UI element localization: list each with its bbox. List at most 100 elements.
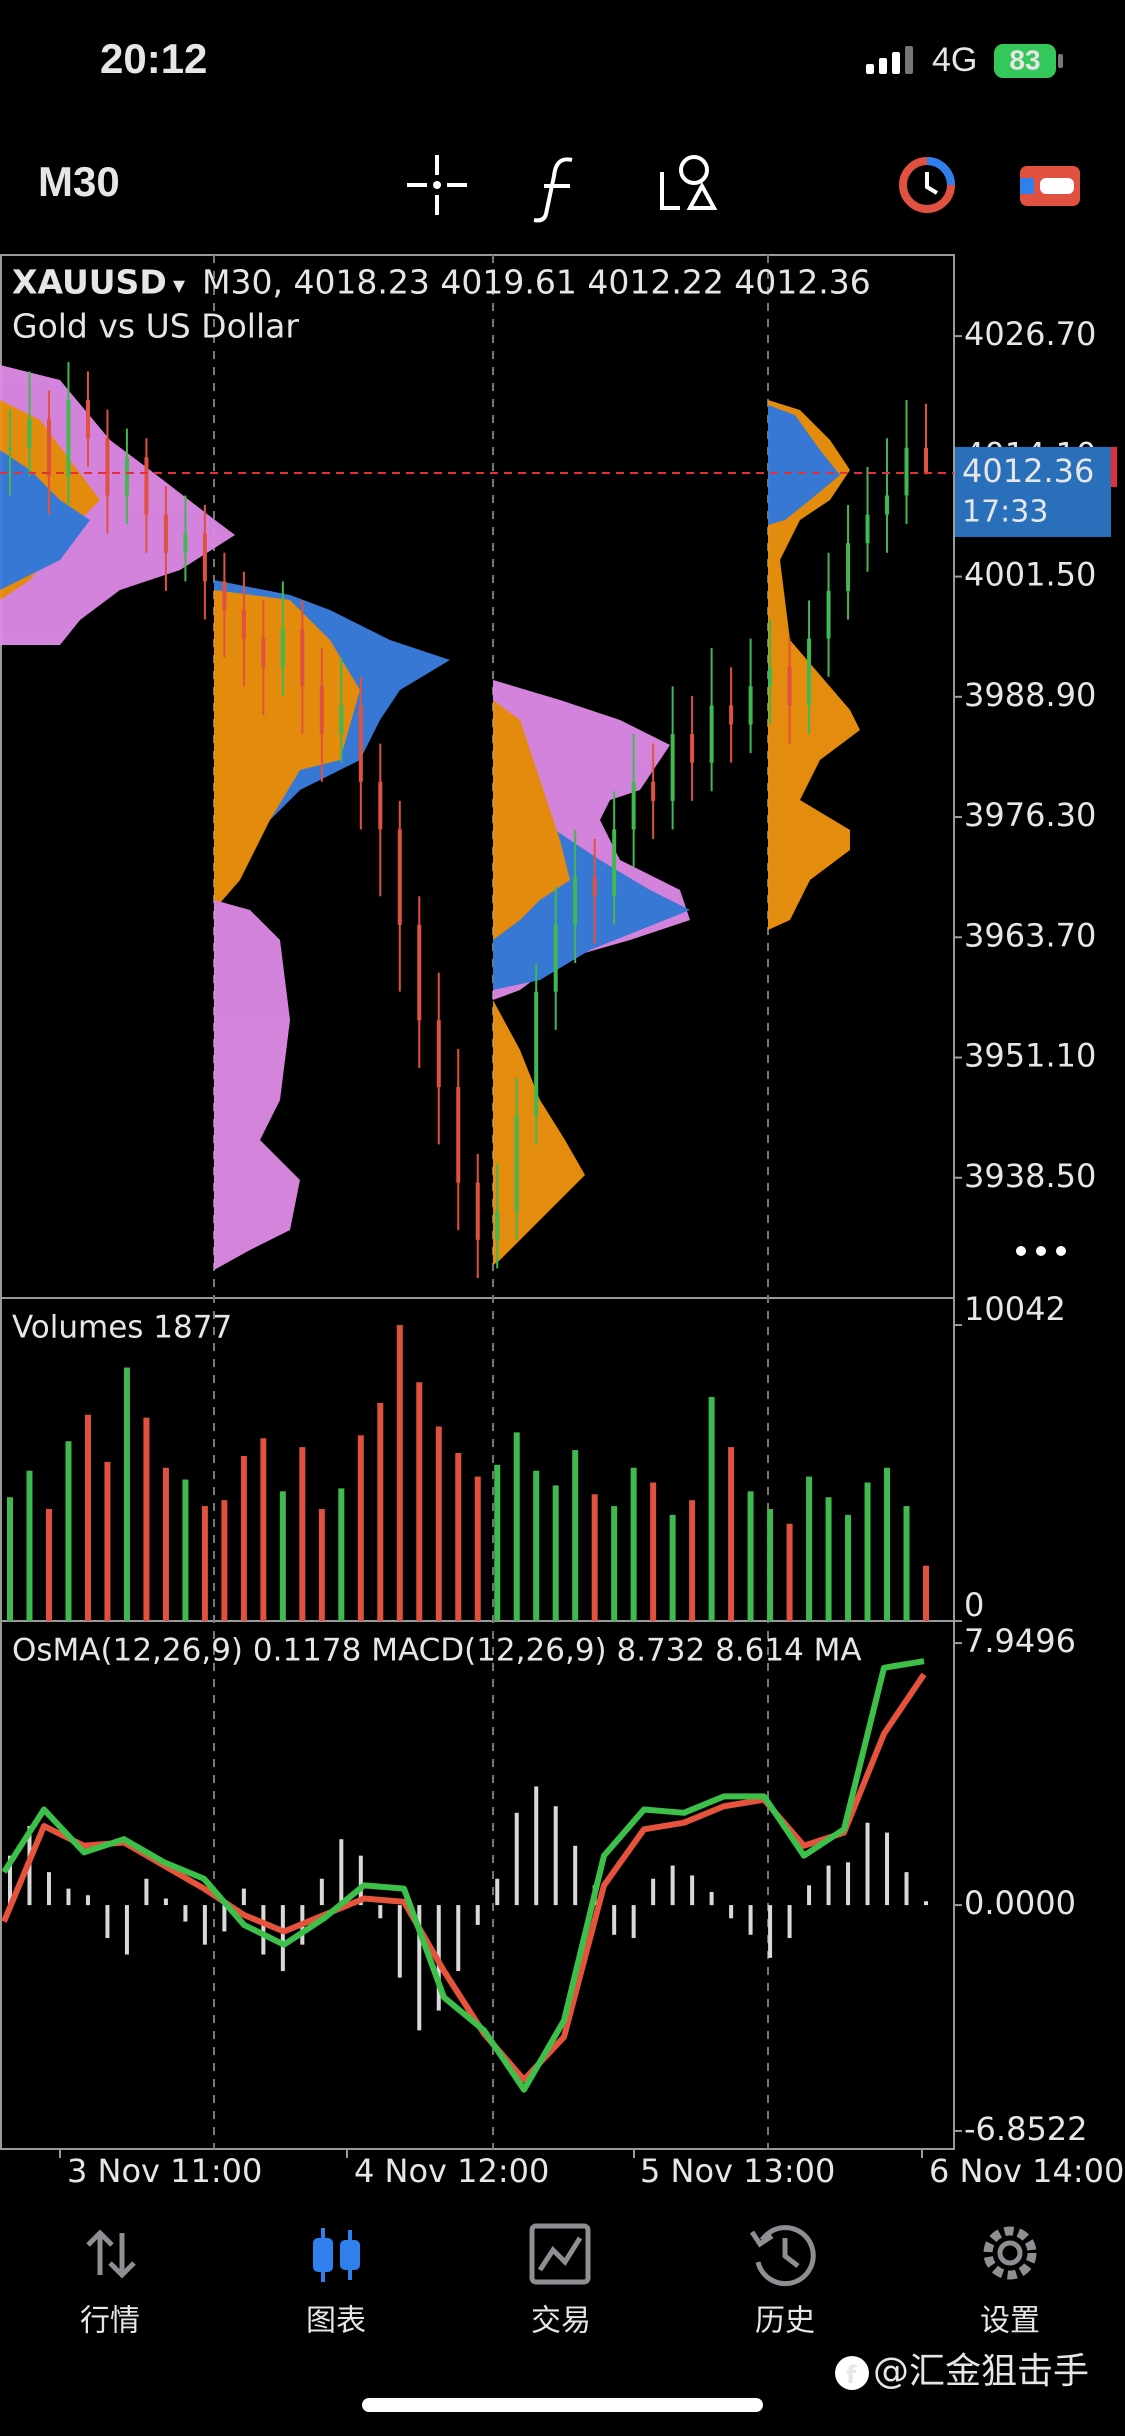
watermark-logo-letter: f [846, 2361, 857, 2389]
candle-body [495, 1211, 500, 1240]
osma-bar [865, 1822, 870, 1906]
indicators-button[interactable] [533, 157, 573, 223]
candle-body [358, 705, 363, 782]
nav-label[interactable]: 行情 [80, 2304, 140, 2339]
nav-chart[interactable]: 图表 [306, 2228, 366, 2339]
network-type: 4G [932, 41, 977, 79]
candle-body [787, 667, 792, 706]
candle-body [124, 457, 129, 496]
volume-bar [552, 1485, 559, 1621]
volume-bar [611, 1506, 618, 1621]
y-tick-label: 10042 [964, 1290, 1066, 1328]
trade-button[interactable] [899, 157, 955, 213]
y-tick-label: 4001.50 [964, 556, 1096, 594]
ohlc-header: M30, 4018.23 4019.61 4012.22 4012.36 [202, 263, 871, 302]
y-tick-label: 4026.70 [964, 315, 1096, 353]
candle-body [8, 447, 12, 450]
candle-body [534, 991, 539, 1116]
osma-bar [924, 1901, 928, 1906]
volume-bar [591, 1494, 598, 1621]
osma-bar [748, 1905, 753, 1935]
volume-bar [747, 1491, 754, 1621]
osma-bar [612, 1905, 617, 1935]
volume-bar [494, 1464, 501, 1621]
osma-bar [202, 1905, 207, 1945]
volume-bar [45, 1509, 52, 1621]
candle-body [885, 495, 890, 515]
symbol-description: Gold vs US Dollar [12, 307, 299, 346]
watermark-logo [835, 2356, 869, 2390]
volume-profiles [0, 365, 860, 1270]
candle-body [651, 781, 656, 801]
candle-body [729, 705, 734, 725]
osma-bar [651, 1878, 656, 1906]
candle-body [300, 629, 305, 687]
candle-body [904, 447, 909, 496]
volume-bar [162, 1467, 169, 1621]
osma-bar [826, 1865, 831, 1906]
nav-label[interactable]: 交易 [531, 2304, 591, 2339]
more-button[interactable] [1016, 1246, 1066, 1256]
candle-body [66, 400, 71, 477]
volume-bar [435, 1426, 442, 1621]
candle-body [553, 924, 558, 992]
nav-label[interactable]: 图表 [306, 2304, 366, 2339]
nav-label[interactable]: 设置 [980, 2304, 1040, 2339]
timeframe-button[interactable]: M30 [38, 158, 120, 205]
candle-body [709, 705, 714, 763]
time-label: 4 Nov 12:00 [354, 2152, 549, 2190]
osma-bar [456, 1905, 461, 1972]
osma-bar [807, 1885, 812, 1906]
y-tick-label: -6.8522 [964, 2110, 1088, 2148]
countdown: 17:33 [962, 494, 1048, 529]
candle-body [202, 533, 207, 582]
osma-bar [846, 1862, 851, 1906]
objects-button[interactable] [660, 155, 718, 210]
volume-bar [260, 1438, 267, 1621]
volume-bar [572, 1450, 579, 1621]
volume-bar [26, 1470, 33, 1621]
volume-bar [416, 1382, 423, 1621]
nav-trade[interactable]: 交易 [529, 2223, 591, 2339]
candle-body [670, 734, 675, 801]
volume-bar [182, 1479, 189, 1621]
candle-body [768, 667, 773, 687]
volume-bar [318, 1509, 325, 1621]
candle-body [319, 686, 324, 735]
symbol[interactable]: XAUUSD [12, 263, 167, 302]
volume-bar [474, 1476, 481, 1621]
osma-bar [573, 1845, 578, 1906]
osma-bar [475, 1905, 480, 1925]
chart-area[interactable]: XAUUSD ▾ M30, 4018.23 4019.61 4012.22 40… [0, 254, 1117, 2150]
nav-settings[interactable]: 设置 [980, 2226, 1040, 2339]
nav-label[interactable]: 历史 [755, 2304, 815, 2339]
osma-bar [85, 1895, 90, 1906]
symbol-dropdown[interactable]: ▾ [173, 271, 185, 299]
candle-body [924, 447, 928, 473]
volume-bar [767, 1509, 774, 1621]
volume-bar [65, 1441, 72, 1621]
osma-bar [904, 1872, 909, 1906]
nav-history[interactable]: 历史 [749, 2225, 816, 2339]
account-button[interactable] [1020, 166, 1080, 206]
osma-bar [397, 1905, 402, 1978]
crosshair-button[interactable] [407, 155, 467, 215]
osma-bar [514, 1812, 519, 1906]
osma-bar [261, 1905, 266, 1955]
candle-body [27, 419, 32, 448]
osma-bar [358, 1855, 363, 1906]
volume-bar [396, 1325, 403, 1621]
volume-bar [825, 1497, 832, 1621]
osma-bar [339, 1839, 344, 1906]
volume-bar [240, 1455, 247, 1621]
candle-body [631, 781, 636, 830]
nav-quotes[interactable]: 行情 [80, 2229, 140, 2339]
volume-bar [630, 1467, 637, 1621]
volume-bar [689, 1500, 696, 1621]
volume-bar [377, 1402, 384, 1621]
candle-body [378, 781, 383, 830]
candle-body [592, 877, 597, 897]
volume-bar [513, 1432, 520, 1621]
battery-tip [1058, 54, 1063, 68]
candle-body [417, 924, 422, 1021]
